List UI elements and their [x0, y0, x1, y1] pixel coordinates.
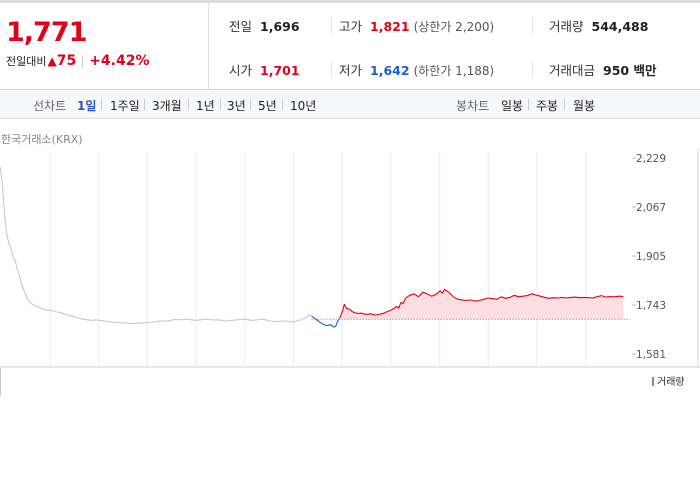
chart-grid	[0, 148, 700, 368]
y-tick-label: 1,743	[636, 300, 666, 312]
volume-value: 544,488	[591, 19, 649, 34]
period-3y[interactable]: 3년	[227, 99, 246, 113]
period-1w[interactable]: 1주일	[110, 99, 140, 113]
divider	[532, 61, 533, 77]
divider	[82, 55, 84, 67]
period-1y[interactable]: 1년	[196, 99, 215, 113]
stat-amount: 거래대금 950 백만	[549, 60, 656, 79]
amount-label: 거래대금	[549, 63, 596, 78]
chart-toolbar: 선차트 1일 1주일 3개월 1년 3년 5년 10년 봉차트 일봉 주봉 월봉	[0, 90, 700, 119]
period-3m[interactable]: 3개월	[152, 99, 182, 113]
up-arrow-icon: ▲	[47, 54, 57, 68]
change-percent: +4.42%	[89, 53, 150, 69]
line-chart-label: 선차트	[33, 99, 67, 113]
stat-low: 저가 1,642 (하한가 1,188)	[339, 60, 494, 79]
candle-chart-label: 봉차트	[456, 99, 490, 113]
period-10y[interactable]: 10년	[290, 99, 317, 113]
low-label: 저가	[339, 63, 363, 78]
open-value: 1,701	[260, 63, 300, 78]
y-tick-label: 1,905	[636, 251, 666, 263]
stat-prev-close: 전일 1,696	[229, 16, 300, 35]
quote-panel: 1,771 전일대비▲75 +4.42% 전일 1,696 시가 1,701 고가 1,…	[0, 3, 700, 90]
high-label: 고가	[339, 19, 363, 34]
divider	[528, 99, 529, 110]
data-source: 한국거래소(KRX)	[1, 133, 83, 146]
divider	[144, 99, 145, 110]
period-5y[interactable]: 5년	[258, 99, 277, 113]
candle-daily[interactable]: 일봉	[501, 99, 524, 113]
stat-open: 시가 1,701	[229, 60, 300, 79]
divider	[282, 99, 283, 110]
volume-panel	[0, 368, 4, 396]
prev-close-label: 전일	[229, 19, 253, 34]
open-label: 시가	[229, 63, 253, 78]
upper-limit: (상한가 2,200)	[413, 20, 495, 34]
y-tick-label: 2,229	[636, 153, 666, 165]
y-tick-label: 1,581	[636, 349, 666, 361]
top-border	[0, 0, 700, 3]
volume-legend: 거래량	[652, 373, 685, 388]
chart-fill	[340, 289, 624, 320]
change-value: 75	[56, 53, 77, 69]
divider	[101, 99, 102, 110]
stat-high: 고가 1,821 (상한가 2,200)	[339, 16, 494, 35]
lower-limit: (하한가 1,188)	[413, 64, 495, 78]
amount-value: 950 백만	[603, 63, 657, 78]
divider	[564, 99, 565, 110]
low-value: 1,642	[370, 63, 410, 78]
price-chart: 2,229 2,067 1,905 1,743 1,581	[0, 148, 700, 368]
high-value: 1,821	[370, 19, 410, 34]
divider	[331, 61, 332, 77]
prev-close-value: 1,696	[260, 19, 300, 34]
divider	[250, 99, 251, 110]
prior-series-line	[0, 166, 312, 325]
period-1d[interactable]: 1일	[77, 99, 97, 113]
chart-lines	[0, 166, 630, 328]
y-tick-label: 2,067	[636, 202, 666, 214]
price-change: 전일대비▲75 +4.42%	[6, 53, 150, 69]
divider	[532, 17, 533, 33]
down-series-line	[311, 315, 341, 328]
up-area-fill	[340, 289, 624, 320]
divider	[331, 17, 332, 33]
candle-monthly[interactable]: 월봉	[573, 99, 596, 113]
divider	[220, 99, 221, 110]
legend-label: 거래량	[657, 377, 685, 388]
divider	[188, 99, 189, 110]
stat-volume: 거래량 544,488	[549, 16, 648, 35]
up-series-line	[339, 288, 624, 318]
current-price: 1,771	[6, 17, 87, 48]
candle-weekly[interactable]: 주봉	[536, 99, 559, 113]
volume-label: 거래량	[549, 19, 584, 34]
price-summary: 1,771 전일대비▲75 +4.42%	[0, 3, 209, 89]
legend-swatch	[652, 377, 654, 386]
y-axis-ticks: 2,229 2,067 1,905 1,743 1,581	[632, 153, 666, 361]
change-label: 전일대비	[6, 55, 47, 68]
